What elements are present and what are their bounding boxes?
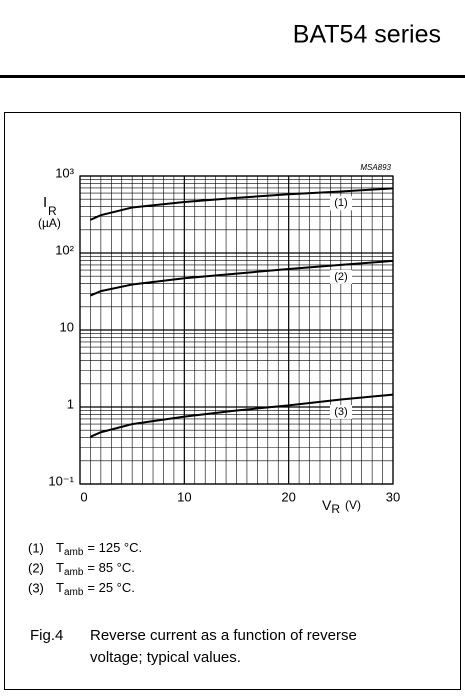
y-tick-label: 10³ — [55, 165, 74, 180]
x-tick-label: 30 — [386, 489, 400, 504]
y-label-symbol: I — [43, 194, 47, 211]
series-line — [90, 393, 394, 438]
figure-frame — [4, 112, 461, 690]
y-label-unit: (µA) — [38, 216, 61, 230]
header-rule — [0, 75, 465, 78]
header-title: BAT54 series — [293, 21, 441, 49]
legend-symbol: T — [56, 540, 64, 555]
legend-note: Tamb = 25 °C. — [56, 580, 135, 597]
series-line — [90, 259, 394, 297]
legend-number: (2) — [28, 560, 44, 575]
legend-symbol: T — [56, 560, 64, 575]
legend-subscript: amb — [64, 587, 84, 598]
y-tick-label: 10 — [60, 319, 74, 334]
legend-subscript: amb — [64, 567, 84, 578]
x-label-symbol: V — [322, 497, 332, 513]
plot-border — [79, 175, 394, 485]
legend-note: Tamb = 125 °C. — [56, 540, 142, 557]
legend-note: Tamb = 85 °C. — [56, 560, 135, 577]
x-tick-label: 0 — [80, 489, 87, 504]
x-tick-label: 10 — [177, 489, 191, 504]
legend-symbol: T — [56, 580, 64, 595]
figure-caption: voltage; typical values. — [90, 649, 241, 666]
series-label: (3) — [334, 406, 347, 418]
legend-number: (3) — [28, 580, 44, 595]
series-label-bg — [330, 269, 352, 284]
series-label-bg — [330, 404, 352, 419]
figure-caption: Reverse current as a function of reverse — [90, 627, 357, 644]
series-label-bg — [330, 196, 352, 211]
figure-label: Fig.4 — [30, 627, 63, 644]
series-label: (2) — [334, 271, 347, 283]
y-label-subscript: R — [48, 204, 57, 218]
x-tick-label: 20 — [281, 489, 295, 504]
x-label-subscript: R — [331, 502, 340, 516]
legend-text: = 125 °C. — [87, 540, 142, 555]
y-tick-label: 10² — [55, 242, 74, 257]
legend-subscript: amb — [64, 547, 84, 558]
y-tick-label: 1 — [67, 396, 74, 411]
y-tick-label: 10⁻¹ — [48, 473, 74, 488]
x-label-unit: (V) — [345, 498, 361, 512]
figure-code: MSA893 — [360, 163, 391, 172]
legend-number: (1) — [28, 540, 44, 555]
series-line — [90, 187, 394, 221]
x-label: VR (V) — [322, 497, 361, 516]
series-label: (1) — [334, 197, 347, 209]
legend-text: = 25 °C. — [87, 580, 134, 595]
legend-text: = 85 °C. — [87, 560, 134, 575]
